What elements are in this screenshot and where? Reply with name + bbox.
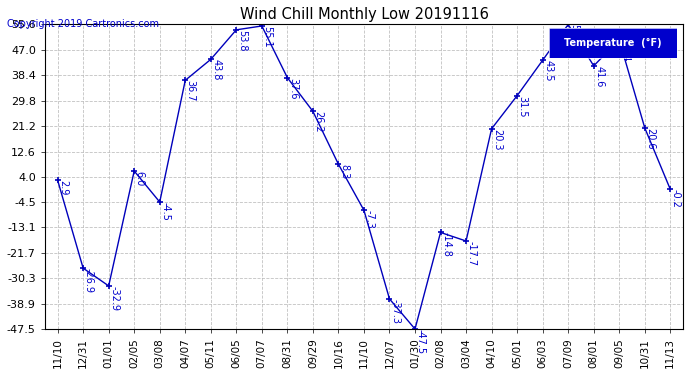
Text: 31.5: 31.5 <box>518 96 528 117</box>
Text: 53.8: 53.8 <box>237 30 247 51</box>
Title: Wind Chill Monthly Low 20191116: Wind Chill Monthly Low 20191116 <box>239 7 489 22</box>
Text: -7.3: -7.3 <box>364 210 375 229</box>
Text: 37.6: 37.6 <box>288 78 298 99</box>
Text: -37.3: -37.3 <box>390 299 400 324</box>
Text: 36.7: 36.7 <box>186 80 196 102</box>
Text: 43.5: 43.5 <box>543 60 553 82</box>
Text: 55.1: 55.1 <box>262 26 273 48</box>
Text: 20.6: 20.6 <box>645 128 656 149</box>
Text: -17.7: -17.7 <box>466 241 477 266</box>
Text: 55.6: 55.6 <box>569 24 579 46</box>
Text: 6.0: 6.0 <box>135 171 145 186</box>
Text: -0.2: -0.2 <box>671 189 681 208</box>
Text: 50.4: 50.4 <box>620 40 630 62</box>
Text: 26.2: 26.2 <box>313 111 324 133</box>
Text: 20.3: 20.3 <box>492 129 502 150</box>
Text: Copyright 2019 Cartronics.com: Copyright 2019 Cartronics.com <box>7 19 159 29</box>
Text: -26.9: -26.9 <box>83 268 94 293</box>
Text: 43.8: 43.8 <box>211 59 221 81</box>
Text: -4.5: -4.5 <box>160 202 170 221</box>
Text: -14.8: -14.8 <box>441 232 451 257</box>
Text: -47.5: -47.5 <box>415 329 426 354</box>
Text: 2.9: 2.9 <box>58 180 68 195</box>
Text: 8.3: 8.3 <box>339 164 349 180</box>
Text: -32.9: -32.9 <box>109 286 119 311</box>
Text: 41.6: 41.6 <box>594 66 604 87</box>
